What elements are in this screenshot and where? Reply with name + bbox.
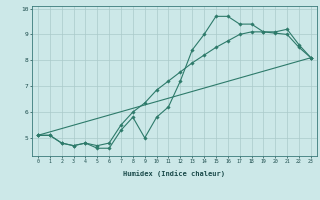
X-axis label: Humidex (Indice chaleur): Humidex (Indice chaleur) bbox=[124, 170, 225, 177]
